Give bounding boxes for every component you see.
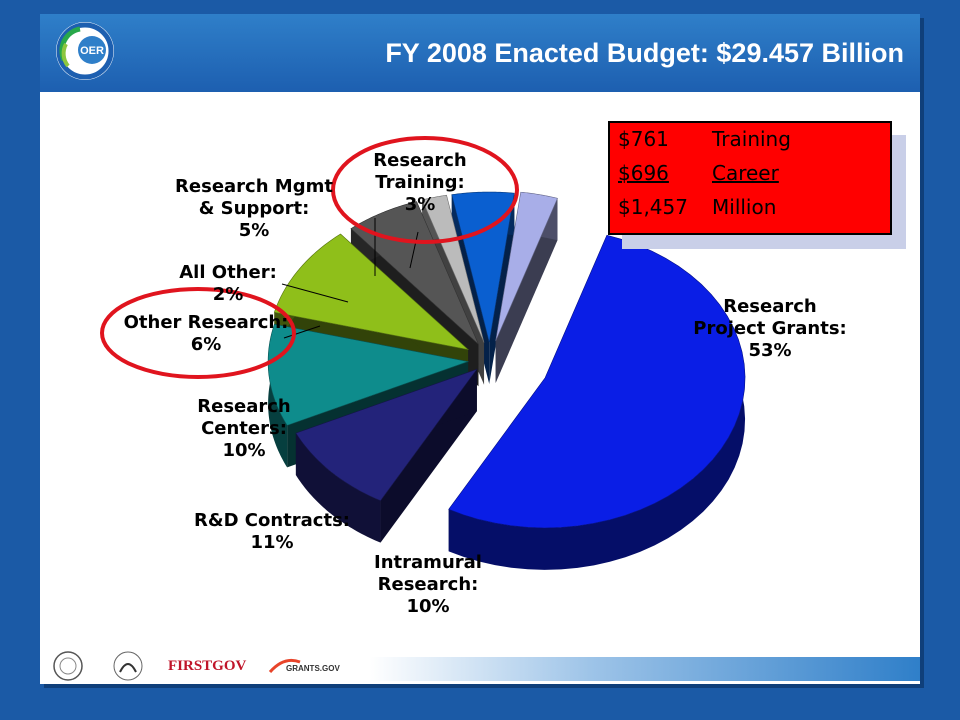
grants-gov-logo: GRANTS.GOV — [286, 664, 340, 673]
pie-slice-0 — [448, 234, 746, 570]
grants-gov-swoosh-icon — [268, 658, 301, 674]
training-career-callout: $761 Training $696 Career $1,457 Million — [608, 121, 892, 235]
slice-label-line: Intramural — [374, 552, 482, 573]
logo-text: OER — [80, 45, 104, 57]
slice-label-2: R&D Contracts: 11% — [194, 510, 350, 554]
slice-value: 53% — [748, 340, 792, 361]
callout-amount: $761 — [618, 127, 669, 151]
slice-label-line: Training: — [375, 172, 465, 193]
slice-label-line: Project Grants: — [693, 318, 847, 339]
slice-label-7: Research Training: 3% — [373, 150, 467, 216]
slice-label-line: All Other: — [179, 262, 277, 283]
slice-value: 11% — [250, 532, 294, 553]
slice-label-3: Research Centers: 10% — [197, 396, 291, 462]
slice-label-6: Research Mgmt & Support: 5% — [175, 176, 333, 242]
title-bar — [40, 14, 920, 92]
callout-text: Career — [712, 161, 779, 185]
callout-text: Training — [712, 127, 791, 151]
slice-value: 10% — [222, 440, 266, 461]
slice-value: 2% — [212, 284, 244, 305]
oer-logo: OER — [56, 22, 114, 80]
callout-text: Million — [712, 195, 777, 219]
firstgov-logo: FIRSTGOV — [168, 658, 247, 674]
footer-bar — [370, 657, 920, 681]
nih-seal-icon — [53, 651, 83, 681]
hhs-eagle-icon — [113, 651, 143, 681]
highlight-ring-other-research — [100, 287, 296, 379]
slice-label-line: Research: — [377, 574, 479, 595]
leader-line-1 — [409, 231, 419, 269]
slice-label-line: R&D Contracts: — [194, 510, 350, 531]
slice-label-line: & Support: — [198, 198, 310, 219]
slice-label-line: Other Research: — [123, 312, 289, 333]
callout-amount: $1,457 — [618, 195, 688, 219]
slice-label-line: Research — [723, 296, 817, 317]
callout-amount: $696 — [618, 161, 669, 185]
pie-slice-7 — [495, 191, 558, 383]
leader-line-3 — [283, 325, 321, 339]
slice-label-1: Intramural Research: 10% — [374, 552, 482, 618]
slice-value: 6% — [190, 334, 222, 355]
slice-value: 3% — [404, 194, 436, 215]
slice-value: 10% — [406, 596, 450, 617]
slice-value: 5% — [238, 220, 270, 241]
slice-label-line: Research — [197, 396, 291, 417]
highlight-ring-research-training — [331, 136, 519, 244]
slice-label-0: Research Project Grants: 53% — [693, 296, 846, 362]
leader-line-2 — [281, 283, 349, 303]
slice-label-line: Research Mgmt — [175, 176, 333, 197]
slice-label-4: Other Research: 6% — [124, 312, 289, 356]
slice-label-line: Centers: — [201, 418, 287, 439]
slice-label-5: All Other: 2% — [179, 262, 277, 306]
pie-slice-1 — [295, 368, 478, 543]
footer-logos — [53, 651, 301, 681]
slice-label-line: Research — [373, 150, 467, 171]
page-title: FY 2008 Enacted Budget: $29.457 Billion — [385, 38, 904, 68]
